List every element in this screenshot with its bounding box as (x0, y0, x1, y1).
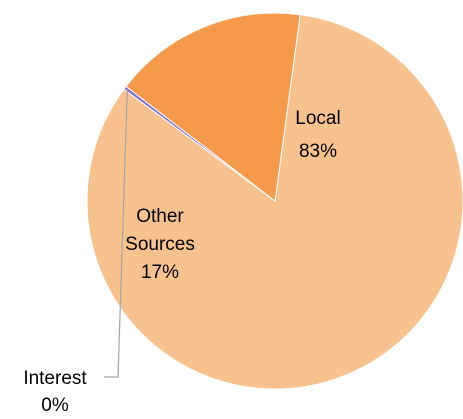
label-interest-name: Interest (23, 368, 87, 389)
pie-slice-other-sources (125, 12, 301, 202)
label-other-sources-line-2: Sources (125, 234, 195, 255)
pie-slices (86, 12, 463, 390)
value-local: 83% (299, 141, 337, 162)
value-other-sources: 17% (141, 262, 179, 283)
leader-lines (104, 89, 128, 378)
value-interest: 0% (41, 395, 69, 416)
pie-slice-local (86, 14, 463, 390)
label-local-value: 83% (299, 141, 337, 162)
label-other-sources-line-1: Other (136, 206, 184, 227)
label-local: Local (295, 108, 340, 129)
label-interest-value: 0% (41, 395, 69, 416)
label-other-sources-name-2: Sources (125, 234, 195, 255)
label-other-sources-value: 17% (141, 262, 179, 283)
leader-line-interest (104, 89, 128, 378)
label-other-sources-name-1: Other (136, 206, 184, 227)
label-local-name: Local (295, 108, 340, 129)
label-interest: Interest (23, 368, 87, 389)
